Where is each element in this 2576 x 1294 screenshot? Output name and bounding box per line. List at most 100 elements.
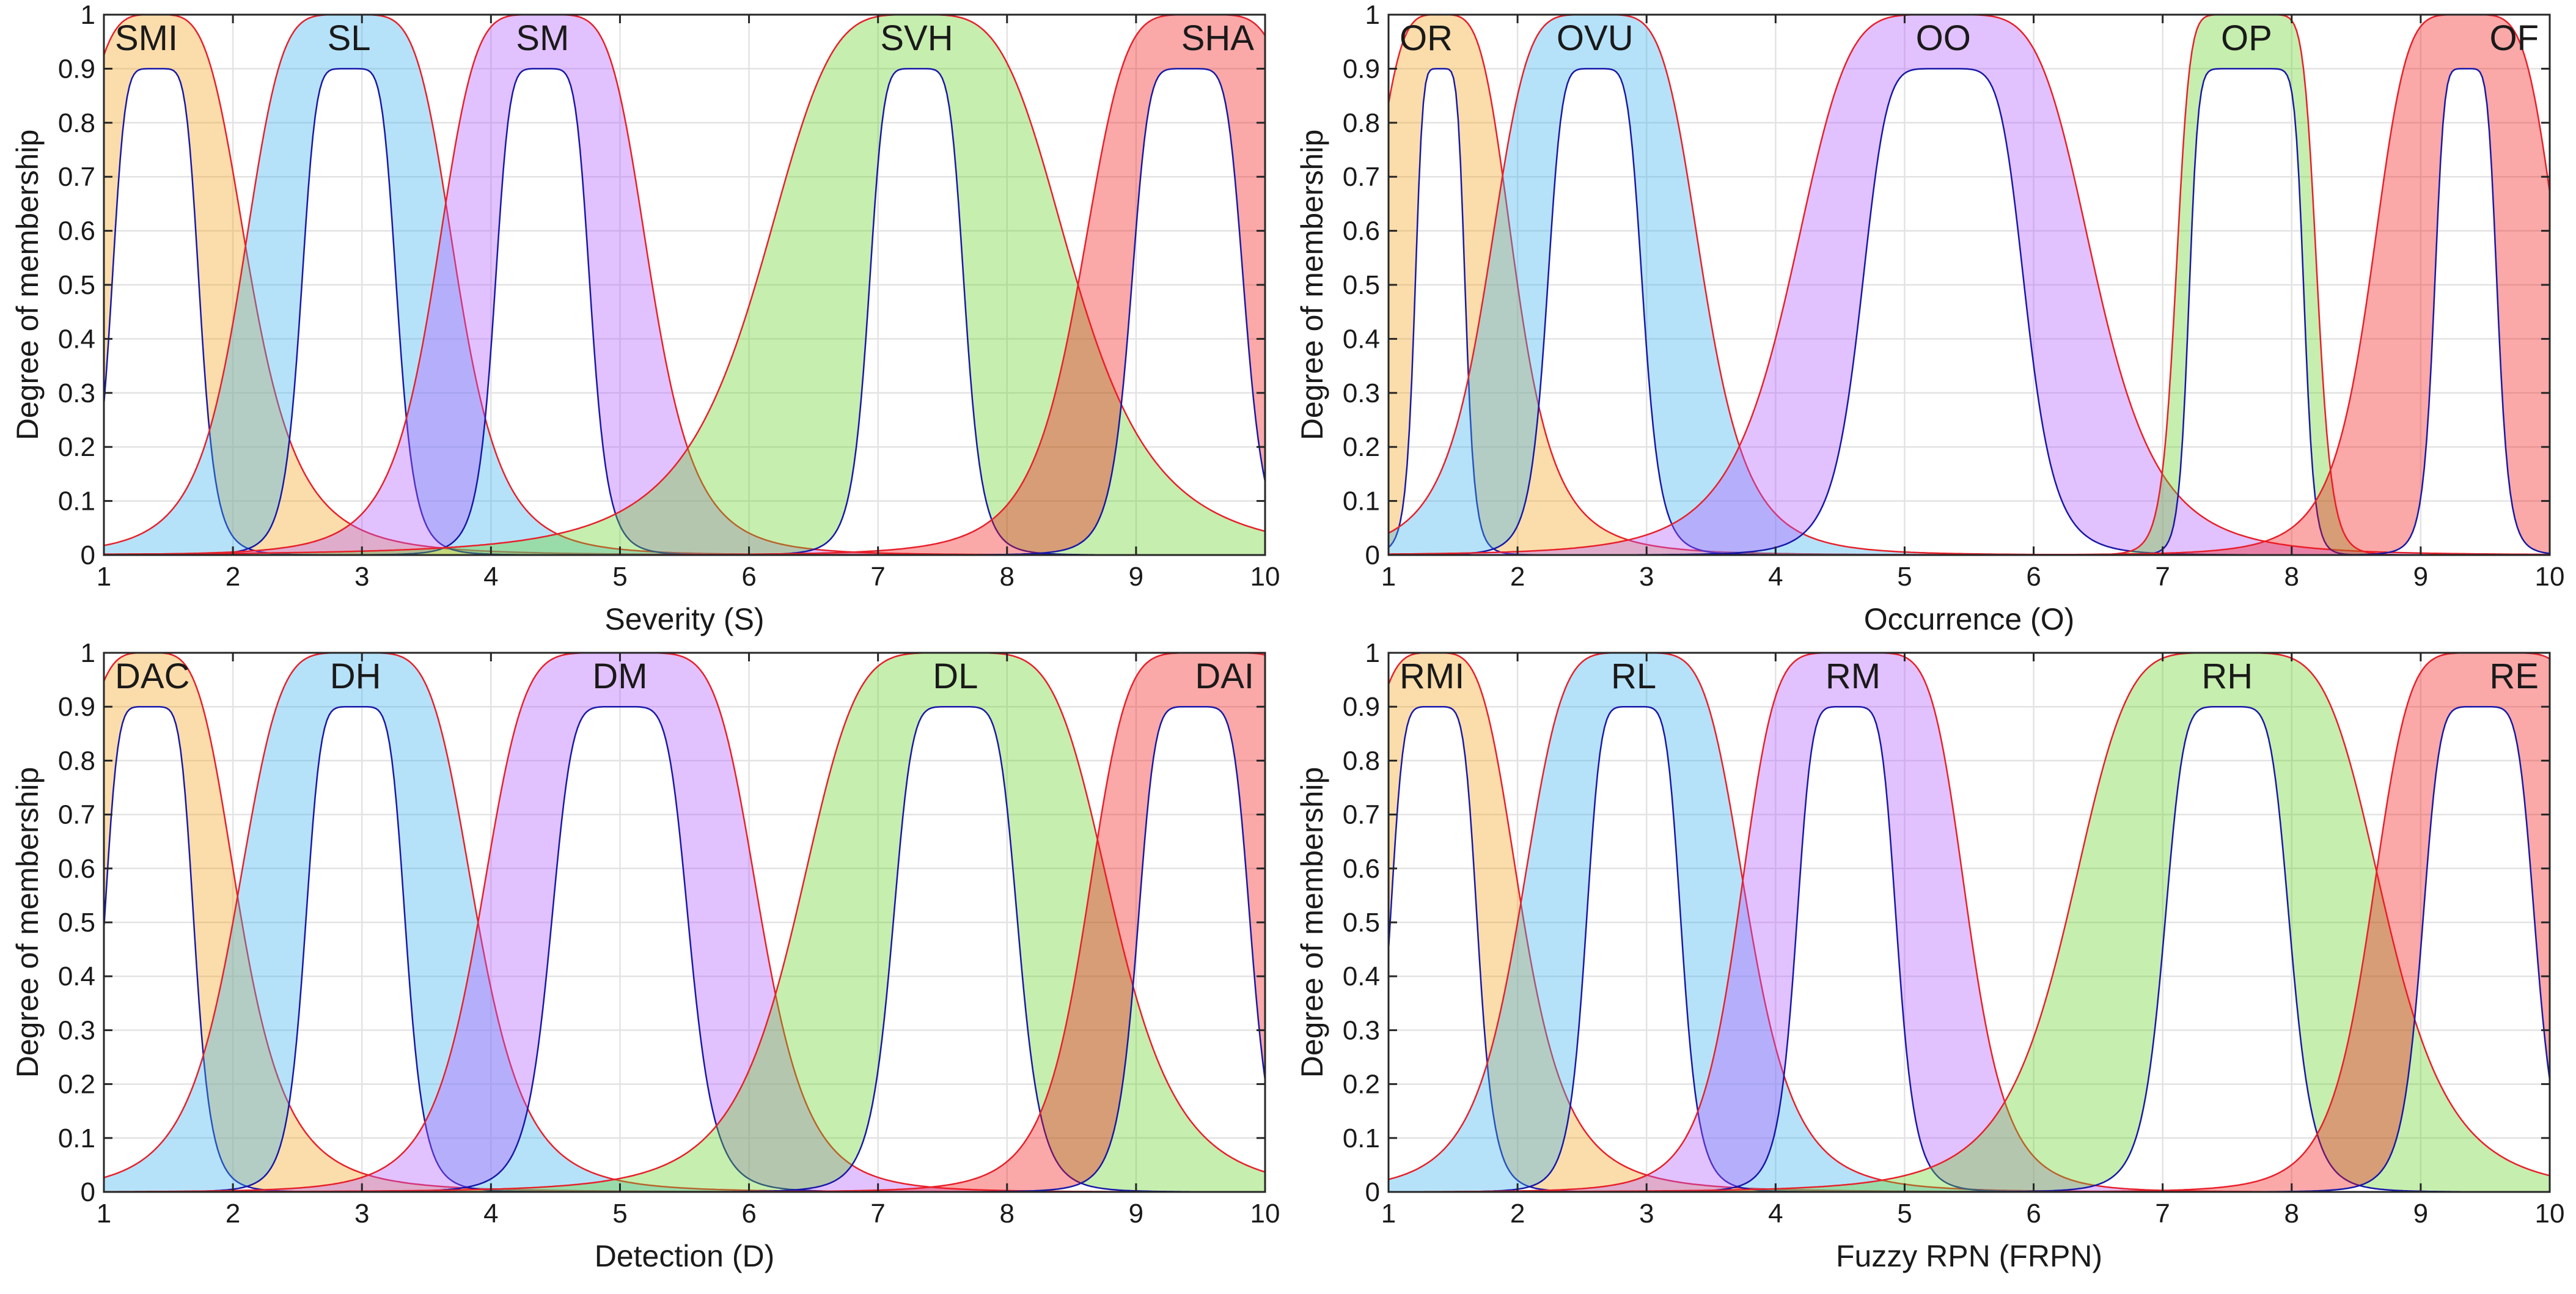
x-axis-label: Occurrence (O) [1864, 602, 2075, 636]
y-tick-label: 0.9 [58, 692, 95, 722]
set-label-sha: SHA [1181, 18, 1255, 58]
y-tick-label: 1 [1365, 0, 1380, 30]
y-tick-label: 0.9 [1343, 54, 1380, 84]
y-tick-label: 0.8 [1343, 746, 1380, 776]
x-tick-label: 3 [354, 1199, 369, 1229]
x-tick-label: 5 [1897, 1199, 1912, 1229]
x-tick-label: 4 [1768, 562, 1783, 592]
x-tick-label: 9 [1129, 1199, 1143, 1229]
upper-mf-svh [104, 15, 1265, 555]
x-tick-label: 6 [741, 562, 756, 592]
x-tick-label: 10 [2535, 562, 2565, 592]
y-tick-label: 0.9 [1343, 692, 1380, 722]
x-tick-label: 7 [2155, 1199, 2170, 1229]
y-tick-label: 0.8 [58, 108, 95, 138]
y-tick-label: 0.6 [1343, 216, 1380, 246]
y-tick-label: 0.7 [58, 800, 95, 830]
x-tick-label: 8 [2284, 562, 2299, 592]
x-axis-label: Detection (D) [595, 1239, 775, 1273]
y-tick-label: 0.2 [1343, 1070, 1380, 1100]
band-rh [1389, 653, 2550, 1192]
y-tick-label: 0 [1365, 540, 1380, 570]
x-tick-label: 10 [1250, 562, 1280, 592]
y-tick-label: 0.2 [1343, 432, 1380, 462]
y-tick-label: 0.5 [58, 270, 95, 300]
x-axis-label: Severity (S) [604, 602, 764, 636]
y-tick-label: 0.2 [58, 432, 95, 462]
y-axis-label: Degree of membership [10, 130, 45, 441]
lower-mf-dh [104, 705, 1265, 1192]
set-label-rmi: RMI [1400, 656, 1464, 696]
chart-panel-4: RMI RL RM RH RE 1 2 3 4 5 6 7 8 9 10 0 0.1 0.2 0.3 0.4 0.5 0.… [1295, 638, 2564, 1273]
x-tick-label: 4 [1768, 1199, 1783, 1229]
x-tick-label: 1 [1381, 1199, 1396, 1229]
lower-mf-ovu [1389, 68, 2550, 555]
lower-mf-sha [104, 68, 1265, 555]
y-tick-label: 0.3 [58, 378, 95, 408]
x-tick-label: 9 [1129, 562, 1143, 592]
x-tick-label: 10 [2535, 1199, 2565, 1229]
band-re [1389, 653, 2550, 1192]
chart-panel-2: OR OVU OO OP OF 1 2 3 4 5 6 7 8 9 10 0 0.1 0.2 0.3 0.4 0.5 0.… [1295, 0, 2564, 636]
y-tick-label: 1 [81, 0, 95, 30]
x-tick-label: 6 [2026, 1199, 2041, 1229]
y-axis-label: Degree of membership [1295, 130, 1329, 441]
set-label-ovu: OVU [1557, 18, 1634, 58]
y-tick-label: 0.8 [58, 746, 95, 776]
x-tick-label: 3 [1639, 1199, 1654, 1229]
lower-mf-dai [104, 705, 1265, 1192]
y-axis-label: Degree of membership [10, 767, 45, 1078]
y-tick-label: 0.3 [1343, 1015, 1380, 1045]
lower-mf-sl [104, 68, 1265, 555]
x-tick-label: 10 [1250, 1199, 1280, 1229]
y-tick-label: 0.4 [58, 961, 95, 991]
band-of [1389, 15, 2550, 555]
lower-mf-rm [1389, 705, 2550, 1192]
y-tick-label: 0.3 [1343, 378, 1380, 408]
chart-panel-3: DAC DH DM DL DAI 1 2 3 4 5 6 7 8 9 10 0 0.1 0.2 0.3 0.4 0.5 0… [10, 638, 1280, 1273]
y-tick-label: 0.6 [1343, 854, 1380, 884]
x-tick-label: 4 [483, 562, 498, 592]
set-label-dm: DM [592, 656, 647, 696]
band-dac [104, 653, 1265, 1192]
x-tick-label: 3 [354, 562, 369, 592]
x-tick-label: 2 [226, 1199, 240, 1229]
set-label-rh: RH [2201, 656, 2253, 696]
set-label-svh: SVH [880, 18, 953, 58]
band-dai [104, 653, 1265, 1192]
band-sha [104, 15, 1265, 555]
y-tick-label: 0 [81, 540, 95, 570]
x-tick-label: 3 [1639, 562, 1654, 592]
x-tick-label: 1 [97, 562, 111, 592]
set-label-rl: RL [1611, 656, 1656, 696]
x-tick-label: 7 [870, 562, 885, 592]
x-tick-label: 5 [612, 562, 627, 592]
set-label-op: OP [2221, 18, 2272, 58]
lower-mf-rl [1389, 705, 2550, 1192]
y-tick-label: 0.9 [58, 54, 95, 84]
y-tick-label: 0.4 [1343, 324, 1380, 354]
x-tick-label: 8 [1000, 562, 1015, 592]
x-tick-label: 5 [612, 1199, 627, 1229]
x-tick-label: 9 [2413, 1199, 2428, 1229]
grid [1387, 13, 2551, 556]
x-tick-label: 2 [226, 562, 240, 592]
band-sm [104, 15, 1265, 555]
x-tick-label: 9 [2413, 562, 2428, 592]
y-tick-label: 0.6 [58, 854, 95, 884]
set-label-sl: SL [328, 18, 371, 58]
y-tick-label: 0.7 [58, 162, 95, 192]
chart-panel-1: SMI SL SM SVH SHA 1 2 3 4 5 6 7 8 9 10 0 0.1 0.2 0.3 0.4 0.5… [10, 0, 1280, 636]
band-dl [104, 653, 1265, 1192]
set-label-rm: RM [1826, 656, 1881, 696]
set-label-dl: DL [933, 656, 978, 696]
y-tick-label: 0.1 [58, 487, 95, 516]
y-tick-label: 0.2 [58, 1070, 95, 1100]
lower-mf-re [1389, 705, 2550, 1192]
x-tick-label: 8 [2284, 1199, 2299, 1229]
band-dm [104, 653, 1265, 1192]
x-tick-label: 2 [1510, 562, 1525, 592]
x-tick-label: 1 [1381, 562, 1396, 592]
x-tick-label: 6 [2026, 562, 2041, 592]
